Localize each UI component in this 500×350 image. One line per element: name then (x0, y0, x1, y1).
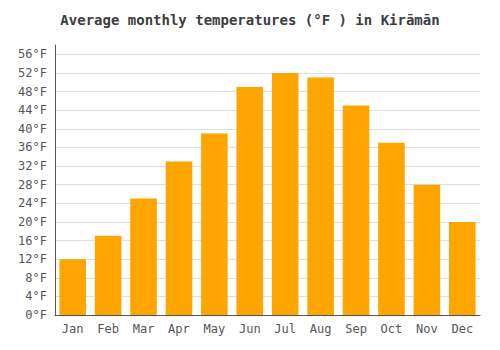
svg-text:Oct: Oct (381, 322, 403, 336)
svg-text:Mar: Mar (133, 322, 155, 336)
svg-text:May: May (204, 322, 226, 336)
svg-text:16°F: 16°F (18, 234, 47, 248)
svg-text:32°F: 32°F (18, 159, 47, 173)
svg-text:52°F: 52°F (18, 66, 47, 80)
svg-text:0°F: 0°F (25, 308, 47, 322)
svg-text:12°F: 12°F (18, 252, 47, 266)
svg-text:8°F: 8°F (25, 271, 47, 285)
svg-text:36°F: 36°F (18, 140, 47, 154)
svg-text:Jan: Jan (62, 322, 84, 336)
svg-text:Aug: Aug (310, 322, 332, 336)
svg-text:4°F: 4°F (25, 289, 47, 303)
svg-text:40°F: 40°F (18, 122, 47, 136)
svg-text:Nov: Nov (416, 322, 438, 336)
svg-text:Jun: Jun (239, 322, 261, 336)
svg-text:Sep: Sep (345, 322, 367, 336)
svg-text:44°F: 44°F (18, 103, 47, 117)
svg-text:Dec: Dec (451, 322, 473, 336)
svg-text:20°F: 20°F (18, 215, 47, 229)
svg-text:48°F: 48°F (18, 85, 47, 99)
svg-text:28°F: 28°F (18, 178, 47, 192)
svg-text:Feb: Feb (97, 322, 119, 336)
svg-text:Jul: Jul (274, 322, 296, 336)
svg-text:Apr: Apr (168, 322, 190, 336)
svg-text:24°F: 24°F (18, 196, 47, 210)
svg-text:56°F: 56°F (18, 47, 47, 61)
svg-text:Average monthly temperatures (: Average monthly temperatures (°F ) in Ki… (60, 12, 439, 28)
